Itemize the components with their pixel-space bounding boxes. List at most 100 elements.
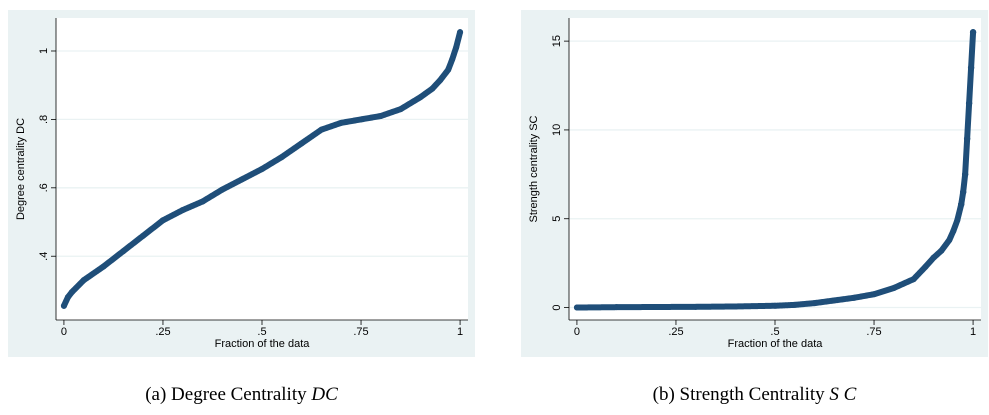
y-tick-label: 5 bbox=[551, 216, 563, 222]
data-point bbox=[772, 302, 778, 309]
data-point bbox=[851, 294, 858, 301]
x-tick-label: .5 bbox=[257, 326, 266, 338]
data-point bbox=[811, 300, 818, 307]
x-tick-label: 0 bbox=[574, 326, 580, 338]
data-point bbox=[259, 166, 265, 172]
x-tick: .25 bbox=[668, 320, 684, 338]
data-point bbox=[429, 85, 436, 92]
caption-a-symbol: DC bbox=[311, 384, 338, 405]
data-point bbox=[930, 254, 937, 261]
data-point bbox=[358, 116, 365, 123]
x-tick: .5 bbox=[257, 320, 267, 338]
data-point bbox=[946, 237, 953, 244]
caption-b-text: (b) Strength Centrality bbox=[652, 384, 830, 405]
y-axis-title: Degree centrality DC bbox=[15, 118, 27, 220]
data-point bbox=[140, 232, 147, 239]
data-point bbox=[417, 94, 424, 101]
caption-a: (a) Degree Centrality DC bbox=[8, 384, 475, 406]
data-point bbox=[397, 106, 404, 113]
data-point bbox=[298, 140, 305, 147]
data-point bbox=[100, 263, 107, 270]
data-point bbox=[963, 135, 971, 143]
x-tick: 1 bbox=[970, 320, 976, 338]
y-tick: 10 bbox=[551, 124, 569, 136]
data-point bbox=[80, 277, 87, 284]
data-point bbox=[692, 303, 699, 310]
data-points bbox=[573, 29, 977, 311]
x-tick-label: 0 bbox=[61, 326, 67, 338]
data-point bbox=[954, 217, 961, 224]
y-tick: 0 bbox=[551, 304, 569, 311]
data-point bbox=[457, 29, 464, 36]
x-axis-title: Fraction of the data bbox=[215, 338, 311, 350]
x-axis-title: Fraction of the data bbox=[728, 338, 824, 350]
x-tick: 0 bbox=[61, 320, 67, 338]
y-tick: .6 bbox=[38, 183, 56, 192]
x-tick-label: .75 bbox=[353, 326, 368, 338]
y-tick: 5 bbox=[551, 216, 569, 222]
data-point bbox=[219, 186, 226, 193]
degree-centrality-chart: 0 .25 .5 .75 1 .4 .6 .8 1 Fraction of the data Deg… bbox=[15, 18, 468, 350]
data-point bbox=[60, 302, 67, 309]
y-tick-label: 15 bbox=[551, 35, 563, 47]
data-point bbox=[922, 263, 929, 270]
x-tick-label: .25 bbox=[155, 326, 170, 338]
y-tick: 1 bbox=[38, 48, 56, 54]
data-point bbox=[159, 217, 166, 224]
x-tick-label: 1 bbox=[970, 326, 976, 338]
y-tick-label: 0 bbox=[551, 304, 563, 310]
data-point bbox=[68, 289, 75, 296]
data-point bbox=[613, 304, 620, 311]
data-point bbox=[338, 119, 345, 126]
x-tick: .75 bbox=[866, 320, 882, 338]
data-point bbox=[377, 112, 384, 119]
data-point bbox=[453, 44, 460, 51]
y-tick-label: .8 bbox=[38, 115, 50, 124]
data-point bbox=[732, 303, 739, 310]
data-points bbox=[60, 29, 464, 309]
data-point bbox=[959, 188, 967, 196]
x-tick-label: .5 bbox=[770, 326, 779, 338]
data-point bbox=[910, 276, 917, 283]
data-point bbox=[239, 176, 246, 183]
data-point bbox=[938, 247, 945, 254]
data-point bbox=[120, 248, 127, 255]
x-tick: 0 bbox=[574, 320, 580, 338]
data-point bbox=[890, 284, 897, 291]
data-point bbox=[445, 66, 452, 73]
data-point bbox=[950, 228, 957, 235]
x-tick-label: 1 bbox=[457, 326, 463, 338]
x-tick: .25 bbox=[155, 320, 171, 338]
data-point bbox=[64, 294, 71, 301]
y-tick: 15 bbox=[551, 35, 569, 47]
gridlines bbox=[56, 50, 468, 257]
x-tick-label: .75 bbox=[866, 326, 881, 338]
y-tick-label: .4 bbox=[38, 252, 50, 261]
data-point bbox=[449, 56, 456, 63]
data-point bbox=[967, 64, 975, 71]
data-point bbox=[965, 100, 973, 107]
data-point bbox=[961, 171, 969, 178]
chart-panel-degree: 0 .25 .5 .75 1 .4 .6 .8 1 Fraction of the data Deg… bbox=[8, 10, 475, 357]
y-tick-label: 1 bbox=[38, 48, 50, 54]
data-point bbox=[653, 303, 660, 310]
y-tick-label: 10 bbox=[551, 124, 563, 136]
x-tick: .5 bbox=[770, 320, 780, 338]
y-tick: .4 bbox=[38, 252, 56, 261]
caption-b: (b) Strength Centrality S C bbox=[521, 384, 988, 406]
data-point bbox=[871, 291, 878, 298]
x-tick: .75 bbox=[353, 320, 369, 338]
data-point bbox=[437, 77, 444, 84]
data-point bbox=[179, 207, 186, 214]
data-point bbox=[278, 154, 285, 161]
data-point bbox=[318, 126, 325, 133]
data-point bbox=[791, 301, 798, 308]
caption-a-text: (a) Degree Centrality bbox=[145, 384, 312, 405]
x-tick-label: .25 bbox=[668, 326, 683, 338]
data-point bbox=[199, 198, 206, 205]
plot-area bbox=[569, 18, 981, 320]
y-tick-label: .6 bbox=[38, 183, 50, 192]
caption-b-symbol: S C bbox=[829, 384, 857, 405]
data-point bbox=[573, 304, 580, 311]
